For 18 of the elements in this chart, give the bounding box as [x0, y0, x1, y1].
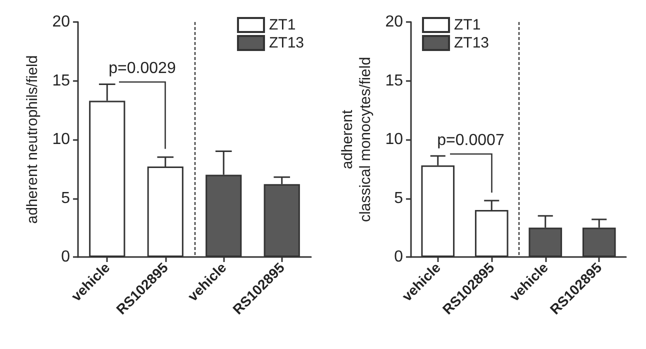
y-tick-label: 0 — [61, 248, 70, 266]
y-axis-title: adherent classical monocytes/field — [338, 56, 374, 222]
y-axis-title: adherent neutrophils/field — [24, 55, 41, 224]
y-tick-label: 15 — [52, 72, 70, 90]
legend-label: ZT13 — [268, 34, 304, 52]
y-tick-label: 10 — [52, 131, 70, 148]
legend-label: ZT1 — [454, 16, 481, 34]
y-tick-label: 10 — [385, 131, 404, 148]
legend-label: ZT13 — [454, 34, 490, 52]
annotation: p=0.0007 — [436, 132, 506, 150]
legend-label: ZT1 — [268, 16, 296, 34]
y-tick-label: 5 — [61, 190, 70, 207]
annotation: p=0.0029 — [108, 60, 177, 78]
y-tick-label: 5 — [394, 190, 404, 207]
y-tick-label: 20 — [385, 14, 404, 30]
y-tick-label: 15 — [385, 72, 404, 90]
y-tick-label: 0 — [394, 248, 404, 266]
y-tick-label: 20 — [52, 14, 70, 30]
